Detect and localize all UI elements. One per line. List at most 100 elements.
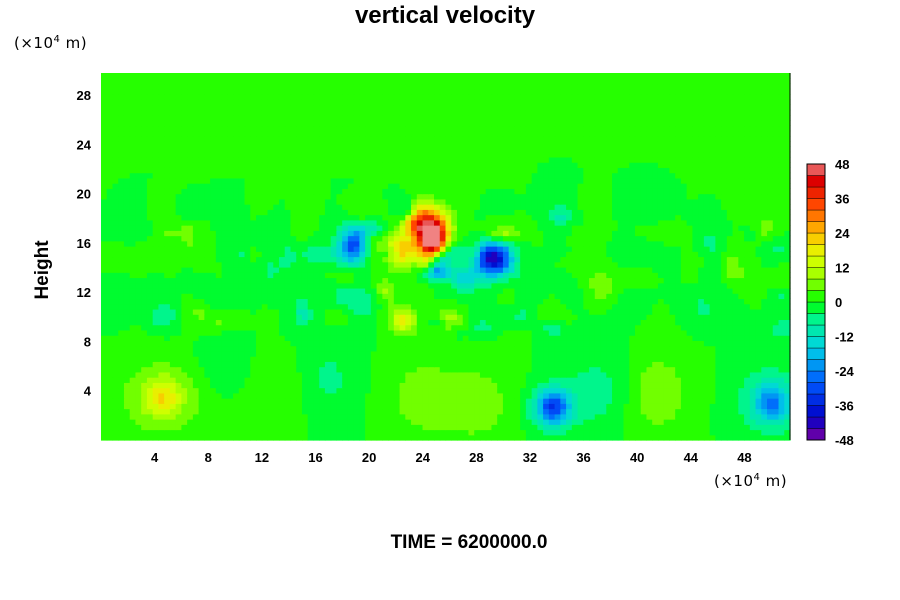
heatmap-cell (680, 392, 688, 399)
heatmap-cell (502, 356, 510, 362)
heatmap-cell (278, 272, 286, 279)
heatmap-cell (778, 319, 785, 326)
heatmap-cell (365, 424, 372, 431)
heatmap-cell (537, 329, 544, 336)
heatmap-cell (278, 240, 286, 247)
heatmap-cell (778, 287, 785, 294)
heatmap-cell (204, 235, 211, 242)
heatmap-cell (238, 429, 246, 436)
heatmap-cell (278, 324, 286, 331)
heatmap-cell (405, 340, 412, 347)
heatmap-cell (313, 350, 320, 357)
heatmap-cell (778, 235, 785, 242)
heatmap-cell (330, 387, 338, 394)
heatmap-cell (336, 345, 343, 352)
heatmap-cell (491, 266, 498, 273)
heatmap-cell (600, 235, 607, 242)
heatmap-cell (388, 251, 395, 258)
heatmap-cell (531, 398, 538, 404)
heatmap-cell (543, 329, 550, 336)
heatmap-cell (256, 246, 263, 252)
heatmap-cell (347, 225, 355, 231)
heatmap-cell (462, 225, 470, 231)
heatmap-cell (594, 392, 602, 399)
heatmap-cell (175, 324, 182, 331)
heatmap-cell (319, 371, 326, 378)
heatmap-cell (784, 225, 791, 231)
heatmap-cell (749, 371, 757, 378)
heatmap-cell (353, 340, 360, 347)
heatmap-cell (554, 429, 561, 436)
heatmap-cell (634, 324, 642, 331)
heatmap-cell (439, 382, 447, 389)
heatmap-cell (589, 387, 596, 394)
heatmap-cell (726, 403, 734, 410)
heatmap-cell (548, 329, 556, 336)
heatmap-cell (141, 287, 148, 294)
heatmap-cell (600, 392, 607, 399)
heatmap-cell (273, 371, 280, 378)
heatmap-cell (273, 287, 280, 294)
heatmap-cell (646, 398, 653, 404)
heatmap-cell (393, 429, 401, 436)
heatmap-cell (698, 419, 705, 425)
heatmap-cell (370, 413, 378, 420)
heatmap-cell (767, 424, 774, 431)
heatmap-cell (749, 303, 757, 310)
heatmap-cell (399, 398, 406, 404)
heatmap-cell (675, 361, 682, 368)
heatmap-cell (617, 230, 625, 237)
heatmap-cell (698, 319, 705, 326)
heatmap-cell (227, 266, 234, 273)
heatmap-cell (548, 377, 556, 383)
heatmap-cell (152, 424, 160, 431)
heatmap-cell (623, 324, 630, 331)
heatmap-cell (485, 335, 493, 341)
heatmap-cell (755, 387, 762, 394)
heatmap-cell (577, 240, 584, 247)
heatmap-cell (158, 303, 165, 310)
heatmap-cell (365, 345, 372, 352)
heatmap-cell (164, 398, 171, 404)
heatmap-cell (531, 345, 538, 352)
heatmap-cell (778, 240, 785, 247)
heatmap-cell (566, 356, 573, 362)
heatmap-cell (307, 261, 315, 268)
heatmap-cell (680, 366, 688, 373)
heatmap-cell (181, 266, 188, 273)
heatmap-cell (129, 356, 137, 362)
heatmap-cell (445, 235, 452, 242)
heatmap-cell (468, 340, 475, 347)
heatmap-cell (250, 329, 257, 336)
heatmap-cell (749, 356, 757, 362)
heatmap-cell (577, 324, 584, 331)
heatmap-cell (112, 340, 119, 347)
heatmap-cell (296, 377, 303, 383)
heatmap-cell (554, 387, 561, 394)
heatmap-cell (175, 293, 182, 300)
heatmap-cell (652, 298, 659, 305)
heatmap-cell (451, 335, 458, 341)
heatmap-cell (531, 246, 538, 252)
heatmap-cell (319, 424, 326, 431)
heatmap-cell (221, 266, 228, 273)
heatmap-cell (330, 335, 338, 341)
heatmap-cell (164, 382, 171, 389)
heatmap-cell (434, 314, 441, 321)
heatmap-cell (675, 240, 682, 247)
heatmap-cell (244, 340, 251, 347)
heatmap-cell (634, 419, 642, 425)
heatmap-cell (353, 345, 360, 352)
heatmap-cell (359, 246, 366, 252)
heatmap-cell (250, 277, 257, 284)
heatmap-cell (175, 246, 182, 252)
heatmap-cell (594, 235, 602, 242)
heatmap-cell (146, 382, 154, 389)
heatmap-cell (399, 293, 406, 300)
heatmap-cell (652, 272, 659, 279)
heatmap-cell (554, 235, 561, 242)
heatmap-cell (784, 424, 791, 431)
heatmap-cell (738, 240, 745, 247)
heatmap-cell (187, 350, 194, 357)
heatmap-cell (313, 356, 320, 362)
